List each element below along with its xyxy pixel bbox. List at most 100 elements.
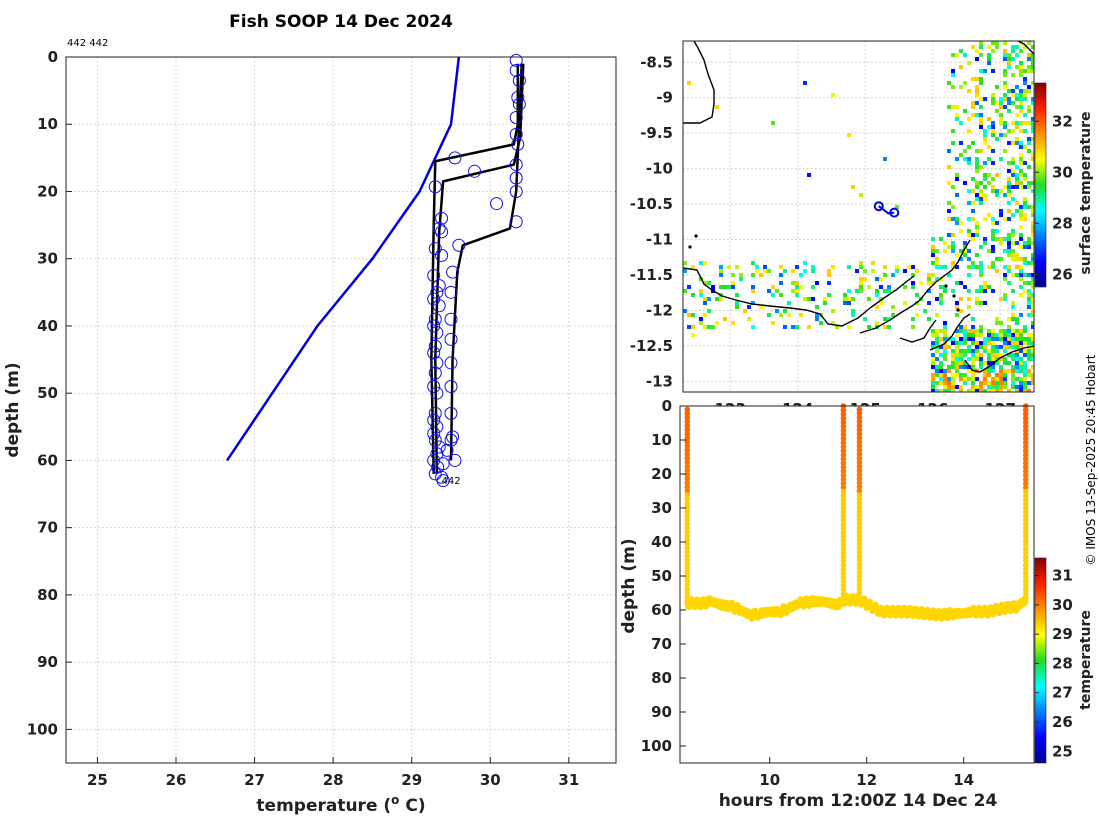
sst-cell bbox=[1031, 313, 1034, 317]
sst-cell bbox=[999, 297, 1003, 301]
cast-point bbox=[856, 524, 863, 531]
sst-cell bbox=[991, 337, 995, 341]
cast-point bbox=[840, 550, 847, 556]
observation-point bbox=[509, 158, 523, 172]
sst-cell bbox=[1003, 149, 1007, 153]
sst-cell bbox=[927, 317, 931, 321]
cast-point bbox=[684, 496, 691, 502]
sst-cell bbox=[1003, 277, 1007, 281]
cast-point bbox=[684, 549, 691, 555]
colorbar-tick-label: 28 bbox=[1052, 214, 1073, 232]
map-y-tick-label: -10.5 bbox=[630, 195, 673, 213]
sst-cell bbox=[959, 121, 963, 125]
sst-cell bbox=[967, 337, 971, 341]
sst-cell bbox=[887, 317, 891, 321]
sst-cell bbox=[959, 357, 963, 361]
sst-cell bbox=[1031, 157, 1034, 161]
sst-cell bbox=[1027, 389, 1031, 392]
sst-cell bbox=[731, 273, 735, 277]
sst-cell bbox=[1011, 141, 1015, 145]
sst-cell bbox=[991, 369, 995, 373]
sst-cell bbox=[975, 149, 979, 153]
observation-point bbox=[430, 386, 444, 400]
cast-point bbox=[856, 455, 863, 462]
sst-cell bbox=[1023, 241, 1027, 245]
sst-cell bbox=[983, 281, 987, 285]
observation-point bbox=[490, 197, 504, 211]
sst-cell bbox=[983, 69, 987, 73]
sst-cell bbox=[1027, 149, 1031, 153]
sst-cell bbox=[991, 189, 995, 193]
y-tick-label: 60 bbox=[37, 451, 58, 469]
sst-cell bbox=[1031, 357, 1034, 361]
sst-cell bbox=[975, 349, 979, 353]
cast-point bbox=[856, 561, 863, 568]
sst-cell bbox=[1027, 185, 1031, 189]
sst-cell bbox=[1031, 233, 1034, 237]
sst-cell bbox=[987, 361, 991, 365]
cast-point bbox=[840, 594, 847, 601]
observation-point bbox=[427, 413, 441, 427]
sst-cell bbox=[1027, 245, 1031, 249]
ts-y-tick-label: 30 bbox=[651, 499, 672, 517]
sst-cell bbox=[995, 333, 999, 337]
sst-cell bbox=[979, 181, 983, 185]
sst-cell bbox=[983, 349, 987, 353]
timeseries-colorbar-ticks: 25 26 27 28 29 30 31 bbox=[1035, 567, 1073, 760]
sst-cell bbox=[951, 105, 955, 109]
cast-point bbox=[1022, 407, 1029, 413]
sst-cell bbox=[1019, 329, 1023, 333]
sst-cell bbox=[935, 249, 939, 253]
cast-point bbox=[684, 427, 691, 433]
sst-cell bbox=[1015, 125, 1019, 129]
sst-cell bbox=[943, 349, 947, 353]
sst-cell bbox=[771, 121, 775, 125]
sst-cell bbox=[1031, 309, 1034, 313]
sst-cell bbox=[1015, 329, 1019, 333]
y-tick-label: 40 bbox=[37, 317, 58, 335]
sst-cell bbox=[959, 249, 963, 253]
sst-cell bbox=[991, 261, 995, 265]
sst-cell bbox=[987, 265, 991, 269]
sst-cell bbox=[795, 325, 799, 329]
sst-cell bbox=[1031, 205, 1034, 209]
sst-cell bbox=[1027, 65, 1031, 69]
observation-point bbox=[509, 53, 523, 67]
cast-point bbox=[840, 407, 847, 413]
sst-cell bbox=[827, 269, 831, 273]
sst-cell bbox=[691, 293, 695, 297]
coastline bbox=[683, 41, 1034, 373]
sst-cell bbox=[719, 269, 723, 273]
island bbox=[688, 245, 692, 249]
sst-cell bbox=[959, 257, 963, 261]
sst-cell bbox=[959, 141, 963, 145]
sst-cell bbox=[951, 353, 955, 357]
sst-cell bbox=[951, 129, 955, 133]
sst-cell bbox=[1015, 257, 1019, 261]
sst-cell bbox=[1031, 189, 1034, 193]
sst-cell bbox=[999, 381, 1003, 385]
sst-cell bbox=[971, 377, 975, 381]
sst-cell bbox=[687, 285, 691, 289]
sst-cell bbox=[1007, 241, 1011, 245]
cast-point bbox=[684, 455, 691, 462]
sst-cell bbox=[1011, 385, 1015, 389]
sst-cell bbox=[975, 169, 979, 173]
cast-point bbox=[840, 513, 847, 519]
colorbar-tick-label: 28 bbox=[1052, 654, 1073, 672]
sst-cell bbox=[683, 289, 687, 293]
sst-cell bbox=[963, 109, 967, 113]
sst-cell bbox=[951, 377, 955, 381]
sst-cell bbox=[991, 129, 995, 133]
sst-cell bbox=[1007, 237, 1011, 241]
profile-frame bbox=[65, 56, 617, 764]
sst-cell bbox=[759, 305, 763, 309]
sst-cell bbox=[903, 285, 907, 289]
sst-cell bbox=[955, 385, 959, 389]
sst-cell bbox=[955, 313, 959, 317]
cast-point bbox=[1022, 578, 1029, 585]
sst-cell bbox=[831, 93, 835, 97]
sst-cell bbox=[1019, 337, 1023, 341]
sst-cell bbox=[967, 357, 971, 361]
sst-cell bbox=[959, 297, 963, 301]
